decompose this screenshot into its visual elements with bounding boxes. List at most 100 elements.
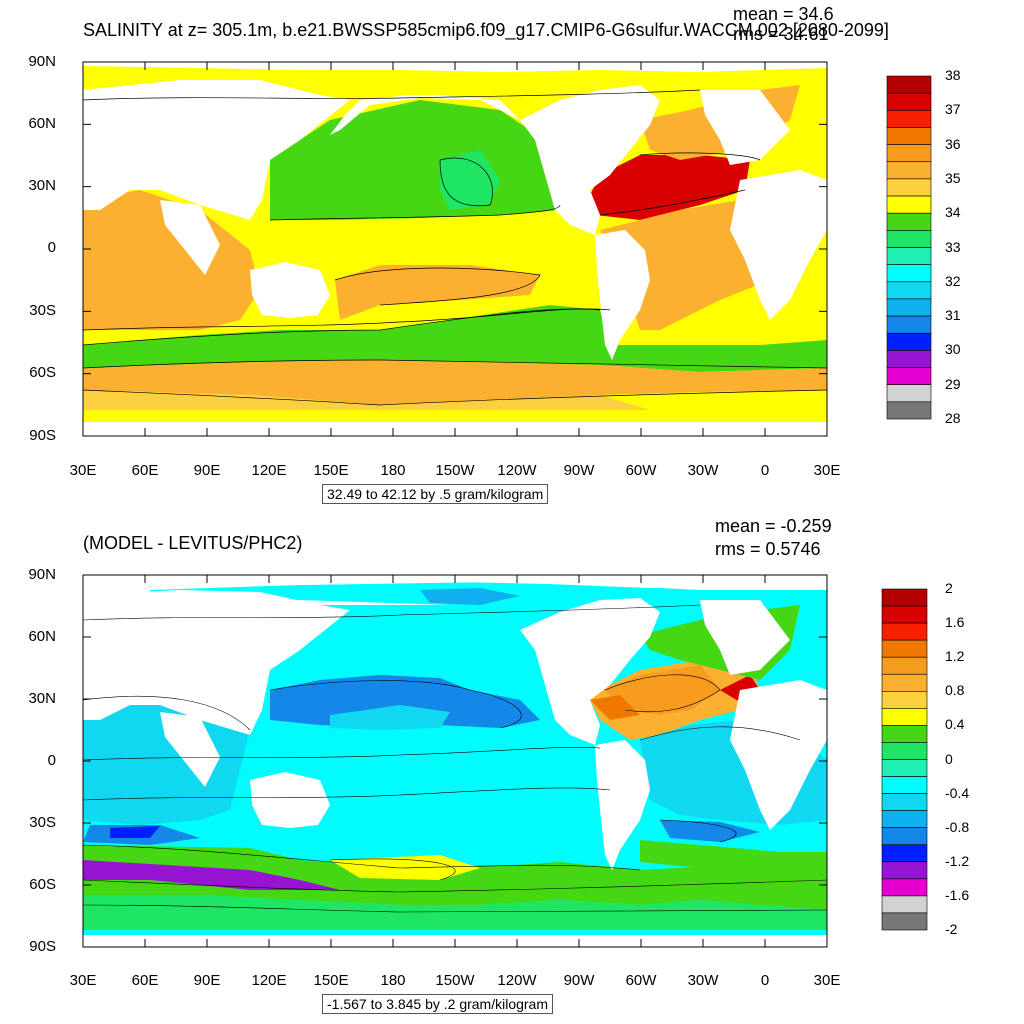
bottom-lat-label: 30N	[28, 690, 56, 707]
bottom-colorbar-label: 0.4	[945, 716, 965, 733]
bottom-lon-label: 120E	[251, 972, 287, 989]
top-colorbar-label: 37	[945, 101, 961, 118]
bottom-colorbar-swatch	[881, 878, 928, 897]
bottom-colorbar-swatch	[881, 861, 928, 880]
top-colorbar-swatch	[886, 281, 932, 300]
top-colorbar-swatch	[886, 212, 932, 231]
bottom-difference-map	[82, 574, 828, 948]
bottom-colorbar-swatch	[881, 725, 928, 743]
bottom-colorbar-swatch	[881, 810, 928, 829]
bottom-colorbar-swatch	[881, 827, 928, 846]
bottom-lon-label: 90W	[563, 972, 595, 989]
bottom-lat-label: 90S	[29, 938, 56, 955]
top-colorbar-swatch	[886, 178, 932, 197]
top-colorbar-swatch	[886, 401, 932, 420]
bottom-colorbar-swatch	[881, 639, 928, 658]
bottom-colorbar-label: 0.8	[945, 682, 965, 699]
top-colorbar-swatch	[886, 127, 932, 145]
bottom-colorbar-swatch	[881, 690, 928, 709]
bottom-lon-label: 30W	[687, 972, 719, 989]
top-colorbar-swatch	[886, 92, 932, 111]
bottom-colorbar-label: -1.2	[945, 852, 970, 869]
bottom-colorbar-label: -2	[945, 921, 958, 937]
top-lat-label: 90S	[29, 427, 56, 444]
bottom-colorbar-swatch	[881, 588, 928, 607]
bottom-colorbar-swatch	[881, 656, 928, 675]
top-lon-label: 30E	[69, 462, 97, 479]
top-colorbar-swatch	[886, 350, 932, 368]
top-mean-label: mean = 34.6	[733, 4, 834, 24]
bottom-colorbar-swatch	[881, 844, 928, 863]
top-colorbar-swatch	[886, 110, 932, 128]
bottom-colorbar-label: 1.2	[945, 648, 965, 665]
bottom-colorbar-swatch	[881, 622, 928, 641]
top-lat-label: 30N	[28, 177, 56, 194]
top-range-label: 32.49 to 42.12 by .5 gram/kilogram	[322, 484, 549, 504]
top-lat-label: 0	[47, 239, 56, 256]
bottom-colorbar-swatch	[881, 759, 928, 777]
bottom-colorbar-swatch	[881, 895, 928, 914]
top-colorbar-swatch	[886, 332, 932, 351]
top-lon-label: 90E	[193, 462, 221, 479]
bottom-lon-label: 90E	[193, 972, 221, 989]
bottom-colorbar-label: 1.6	[945, 614, 965, 631]
top-lon-label: 90W	[563, 462, 595, 479]
top-colorbar-label: 33	[945, 238, 961, 255]
top-colorbar-swatch	[886, 144, 932, 163]
bottom-lon-label: 30E	[813, 972, 841, 989]
bottom-colorbar-swatch	[881, 793, 928, 811]
top-colorbar-swatch	[886, 247, 932, 265]
bottom-range-label: -1.567 to 3.845 by .2 gram/kilogram	[322, 994, 554, 1014]
bottom-colorbar-swatch	[881, 912, 928, 931]
top-lon-label: 30E	[813, 462, 841, 479]
bottom-lat-label: 0	[47, 752, 56, 769]
bottom-colorbar-label: 2	[945, 580, 953, 596]
top-lon-label: 150E	[313, 462, 349, 479]
bottom-lat-label: 90N	[28, 566, 56, 583]
top-lon-label: 180	[380, 462, 406, 479]
bottom-lat-label: 60S	[29, 876, 56, 893]
top-lon-label: 120W	[497, 462, 537, 479]
top-lon-label: 150W	[435, 462, 475, 479]
top-panel-title: SALINITY at z= 305.1m, b.e21.BWSSP585cmi…	[83, 20, 889, 40]
bottom-lon-label: 120W	[497, 972, 537, 989]
bottom-lat-label: 60N	[28, 628, 56, 645]
top-colorbar-swatch	[886, 384, 932, 403]
bottom-lon-label: 150E	[313, 972, 349, 989]
top-lon-label: 120E	[251, 462, 287, 479]
top-colorbar-swatch	[886, 230, 932, 248]
top-salinity-map	[82, 61, 828, 437]
bottom-colorbar-swatch	[881, 673, 928, 692]
top-lat-label: 30S	[29, 302, 56, 319]
top-colorbar-swatch	[886, 298, 932, 317]
top-colorbar-label: 38	[945, 67, 961, 83]
bottom-colorbar-label: -0.4	[945, 784, 970, 801]
top-rms-label: rms = 34.61	[733, 24, 829, 44]
top-lon-label: 0	[760, 462, 770, 479]
top-lon-label: 30W	[687, 462, 719, 479]
bottom-panel-title: (MODEL - LEVITUS/PHC2)	[83, 533, 303, 553]
bottom-lon-label: 150W	[435, 972, 475, 989]
bottom-colorbar-swatch	[881, 708, 928, 726]
top-colorbar-label: 29	[945, 375, 961, 392]
bottom-colorbar	[881, 588, 928, 931]
top-colorbar-label: 28	[945, 410, 961, 426]
top-colorbar-label: 32	[945, 272, 961, 289]
bottom-lon-label: 60E	[131, 972, 159, 989]
top-colorbar-label: 35	[945, 169, 961, 186]
bottom-colorbar-label: 0	[945, 750, 953, 767]
top-lat-label: 60N	[28, 115, 56, 132]
bottom-lon-label: 30E	[69, 972, 97, 989]
top-colorbar-swatch	[886, 315, 932, 334]
bottom-colorbar-swatch	[881, 776, 928, 794]
bottom-lon-label: 180	[380, 972, 406, 989]
bottom-lat-label: 30S	[29, 814, 56, 831]
bottom-colorbar-swatch	[881, 605, 928, 624]
top-lon-label: 60W	[625, 462, 657, 479]
top-colorbar-label: 30	[945, 341, 961, 358]
top-colorbar-label: 34	[945, 204, 961, 221]
top-lon-label: 60E	[131, 462, 159, 479]
top-colorbar-swatch	[886, 367, 932, 385]
bottom-colorbar-swatch	[881, 742, 928, 760]
